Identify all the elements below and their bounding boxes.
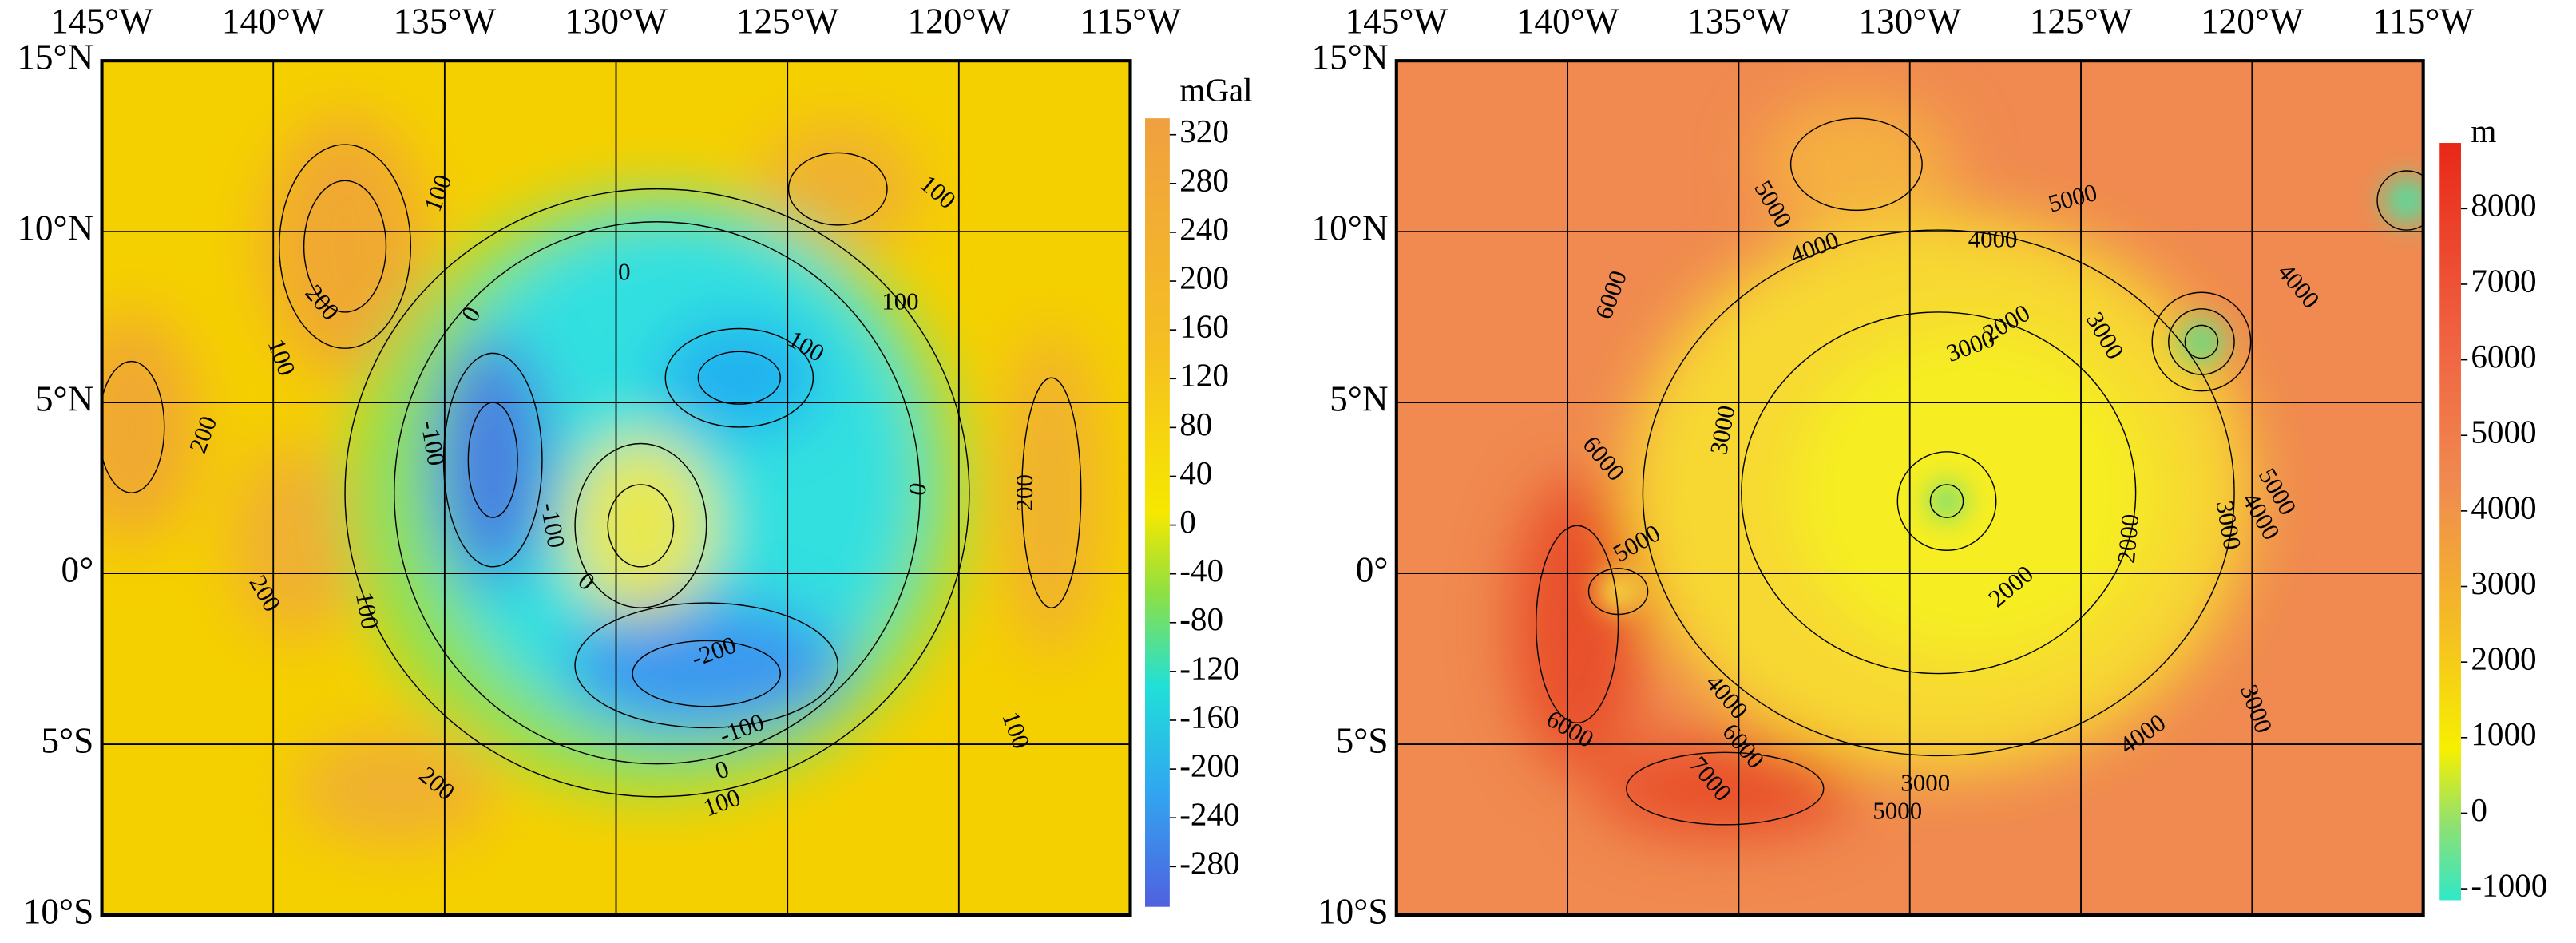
colorbar-label: -200 <box>1179 747 1239 784</box>
colorbar-unit: m <box>2471 113 2496 149</box>
gravity-field <box>101 61 1131 915</box>
lon-label: 140°W <box>222 1 325 41</box>
colorbar-label: 3000 <box>2471 565 2536 601</box>
lat-label: 10°N <box>17 208 93 248</box>
map-frame <box>1394 59 2425 917</box>
colorbar-label: 6000 <box>2471 338 2536 374</box>
lat-label: 5°N <box>1330 378 1388 418</box>
contour-label: 3000 <box>1900 770 1950 797</box>
colorbar-label: 40 <box>1179 454 1212 491</box>
lon-label: 135°W <box>1687 1 1790 41</box>
lat-label: 10°S <box>23 891 94 931</box>
colorbar-label: 160 <box>1179 308 1229 345</box>
colorbar-label: -80 <box>1179 600 1223 637</box>
map-frame <box>100 59 1132 917</box>
colorbar-label: 5000 <box>2471 414 2536 450</box>
lat-label: 0° <box>61 549 94 589</box>
colorbar-label: -240 <box>1179 796 1239 833</box>
colorbar-label: 7000 <box>2471 262 2536 299</box>
colorbar-label: -280 <box>1179 845 1239 882</box>
contour-label: 4000 <box>1968 226 2018 253</box>
lon-label: 120°W <box>2201 1 2304 41</box>
contour-label: 5000 <box>1873 798 1922 825</box>
contour-label: 200 <box>1011 474 1038 511</box>
lat-label: 0° <box>1356 549 1389 589</box>
lon-label: 120°W <box>907 1 1010 41</box>
colorbar <box>1145 118 1170 907</box>
contour-label: 100 <box>351 590 384 631</box>
lon-label: 135°W <box>394 1 497 41</box>
contour-label: 2000 <box>2113 513 2144 564</box>
lon-label: 115°W <box>1080 1 1181 41</box>
lon-label: 125°W <box>2030 1 2133 41</box>
colorbar-label: -120 <box>1179 649 1239 686</box>
lon-label: 130°W <box>1858 1 1961 41</box>
colorbar-label: 280 <box>1179 161 1229 198</box>
colorbar <box>2439 143 2461 901</box>
lat-label: 15°N <box>1311 38 1388 77</box>
colorbar-unit: mGal <box>1179 72 1252 109</box>
colorbar-label: 4000 <box>2471 489 2536 525</box>
lat-label: 5°S <box>41 720 93 760</box>
lat-label: 5°N <box>35 378 93 418</box>
contour-label: 100 <box>882 288 918 315</box>
colorbar-label: 120 <box>1179 357 1229 394</box>
lat-label: 10°S <box>1318 891 1389 931</box>
colorbar-label: -40 <box>1179 552 1223 588</box>
lat-label: 15°N <box>17 38 93 77</box>
lat-label: 5°S <box>1336 720 1389 760</box>
colorbar-label: 0 <box>1179 503 1196 540</box>
lon-label: 125°W <box>736 1 839 41</box>
colorbar-label: 0 <box>2471 791 2487 828</box>
colorbar-label: -1000 <box>2471 867 2547 904</box>
colorbar-label: -160 <box>1179 698 1239 735</box>
lon-label: 130°W <box>565 1 668 41</box>
lat-label: 10°N <box>1311 208 1388 248</box>
colorbar-label: 8000 <box>2471 187 2536 224</box>
contour-label: 0 <box>618 259 630 286</box>
colorbar-label: 200 <box>1179 259 1229 295</box>
lon-label: 145°W <box>1345 1 1448 41</box>
colorbar-label: 240 <box>1179 210 1229 247</box>
contour-label: 0 <box>903 481 932 497</box>
colorbar-label: 80 <box>1179 406 1212 442</box>
colorbar-label: 1000 <box>2471 715 2536 752</box>
lon-label: 140°W <box>1516 1 1619 41</box>
lon-label: 115°W <box>2372 1 2474 41</box>
colorbar-label: 320 <box>1179 113 1229 149</box>
colorbar-label: 2000 <box>2471 640 2536 677</box>
lon-label: 145°W <box>50 1 153 41</box>
